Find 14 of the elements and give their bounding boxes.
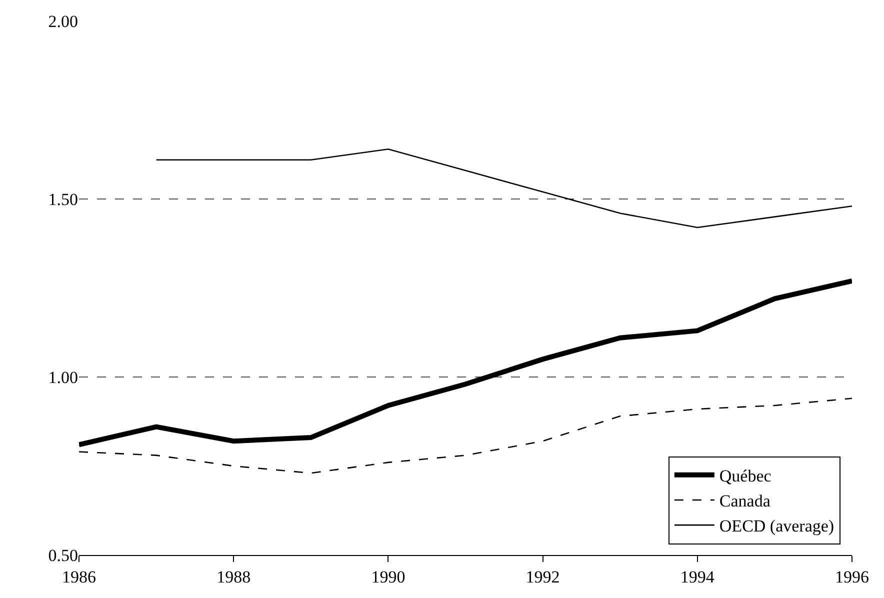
y-tick-label: 1.50 (48, 190, 78, 209)
x-tick-label: 1992 (526, 567, 560, 586)
x-tick-label: 1986 (62, 567, 96, 586)
x-tick-label: 1988 (216, 567, 251, 586)
y-tick-label: 2.00 (48, 12, 78, 31)
legend-label: Québec (719, 466, 772, 486)
x-tick-label: 1994 (680, 567, 715, 586)
y-tick-label: 0.50 (48, 546, 78, 565)
line-series (156, 148, 852, 228)
legend-label: Canada (719, 492, 771, 511)
x-tick-label: 1996 (835, 567, 869, 586)
x-tick-label: 1990 (371, 567, 406, 586)
y-tick-label: 1.00 (48, 368, 78, 387)
legend-label: OECD (average) (719, 516, 834, 536)
